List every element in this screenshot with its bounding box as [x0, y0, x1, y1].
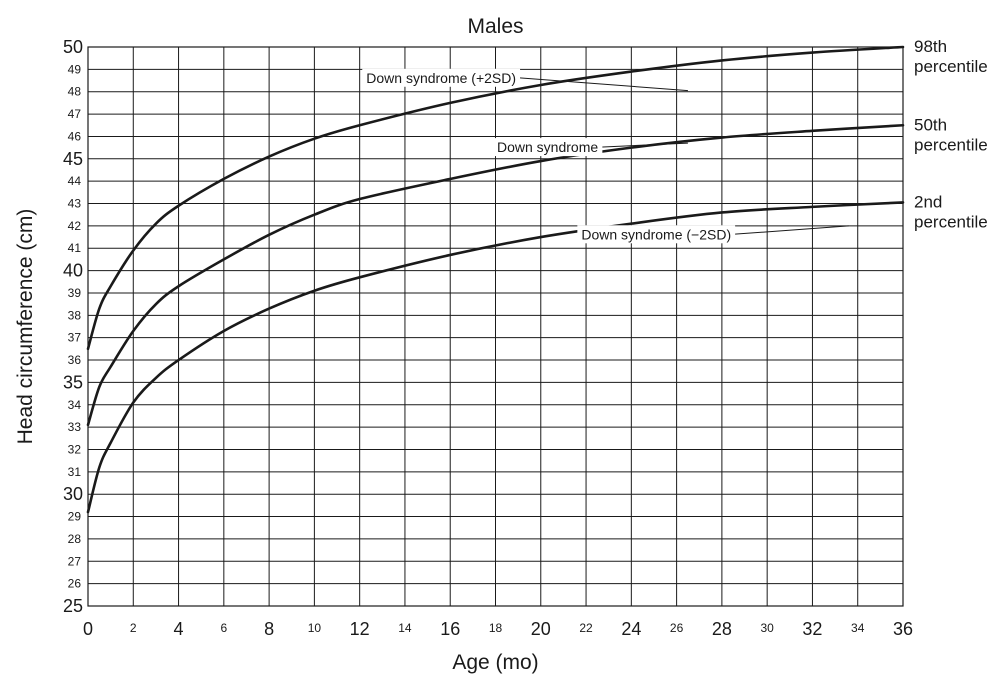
y-tick-label: 48	[68, 85, 82, 99]
x-tick-label: 28	[712, 619, 732, 639]
x-tick-label: 12	[350, 619, 370, 639]
end-label-98th: 98th percentile	[914, 37, 988, 76]
series-label-background	[577, 225, 736, 244]
x-tick-label: 6	[220, 621, 227, 635]
chart-title: Males	[467, 15, 523, 38]
x-tick-label: 14	[398, 621, 412, 635]
y-tick-label: 28	[68, 532, 82, 546]
x-tick-label: 24	[621, 619, 641, 639]
y-tick-label: 47	[68, 107, 82, 121]
y-tick-label: 37	[68, 331, 82, 345]
y-tick-label: 50	[63, 37, 83, 57]
y-tick-label: 32	[68, 442, 82, 456]
x-tick-label: 36	[893, 619, 913, 639]
y-tick-label: 34	[68, 398, 82, 412]
y-tick-label: 33	[68, 420, 82, 434]
y-tick-label: 40	[63, 261, 83, 281]
y-tick-label: 26	[68, 577, 82, 591]
y-tick-label: 27	[68, 554, 82, 568]
y-tick-label: 36	[68, 353, 82, 367]
x-tick-label: 4	[174, 619, 184, 639]
x-tick-label: 32	[802, 619, 822, 639]
tick-labels: 0 2 4 6 8 10 12 14 16 18 20 22 24 26 28 30 32 34 362526272…	[63, 37, 913, 639]
end-label-line: 2nd	[914, 192, 942, 211]
x-tick-label: 18	[489, 621, 503, 635]
end-label-line: percentile	[914, 212, 988, 231]
y-tick-label: 29	[68, 510, 82, 524]
series-label-leader	[518, 77, 688, 92]
y-tick-label: 46	[68, 129, 82, 143]
x-tick-label: 34	[851, 621, 865, 635]
y-tick-label: 35	[63, 372, 83, 392]
x-tick-label: 22	[579, 621, 593, 635]
y-tick-label: 25	[63, 596, 83, 616]
y-tick-label: 41	[68, 241, 82, 255]
x-tick-label: 26	[670, 621, 684, 635]
end-label-line: 98th	[914, 37, 947, 56]
y-tick-label: 42	[68, 219, 82, 233]
y-tick-label: 44	[68, 174, 82, 188]
y-tick-label: 49	[68, 62, 82, 76]
end-label-2nd: 2nd percentile	[914, 192, 988, 231]
series-label: Down syndrome (+2SD)	[366, 70, 516, 86]
y-tick-label: 43	[68, 197, 82, 211]
series-label-leader	[733, 225, 849, 235]
x-tick-label: 10	[308, 621, 322, 635]
x-tick-label: 8	[264, 619, 274, 639]
end-label-line: 50th	[914, 115, 947, 134]
x-tick-label: 20	[531, 619, 551, 639]
y-tick-label: 38	[68, 308, 82, 322]
x-tick-label: 0	[83, 619, 93, 639]
y-axis-title: Head circumference (cm)	[14, 209, 37, 445]
curves	[86, 45, 905, 514]
curve-minus-2sd	[86, 201, 905, 514]
x-tick-label: 2	[130, 621, 137, 635]
y-tick-label: 45	[63, 149, 83, 169]
series-label-background	[492, 138, 603, 157]
series-label-group: Down syndrome (−2SD)	[577, 225, 849, 244]
plot-frame	[87, 46, 904, 607]
curve-median	[86, 123, 905, 427]
y-tick-label: 30	[63, 484, 83, 504]
x-tick-label: 16	[440, 619, 460, 639]
curve-plus-2sd	[86, 45, 905, 351]
end-label-line: percentile	[914, 135, 988, 154]
series-label-group: Down syndrome	[492, 138, 688, 157]
series-label-leader	[600, 142, 688, 148]
y-tick-label: 31	[68, 465, 82, 479]
y-tick-label: 39	[68, 286, 82, 300]
x-tick-label: 30	[760, 621, 774, 635]
x-axis-title: Age (mo)	[452, 651, 538, 674]
series-label: Down syndrome (−2SD)	[581, 226, 731, 242]
series-label: Down syndrome	[497, 139, 598, 155]
end-label-50th: 50th percentile	[914, 115, 988, 154]
series-label-background	[362, 68, 521, 87]
series-label-group: Down syndrome (+2SD)	[362, 68, 688, 92]
grid	[87, 46, 904, 607]
end-label-line: percentile	[914, 57, 988, 76]
